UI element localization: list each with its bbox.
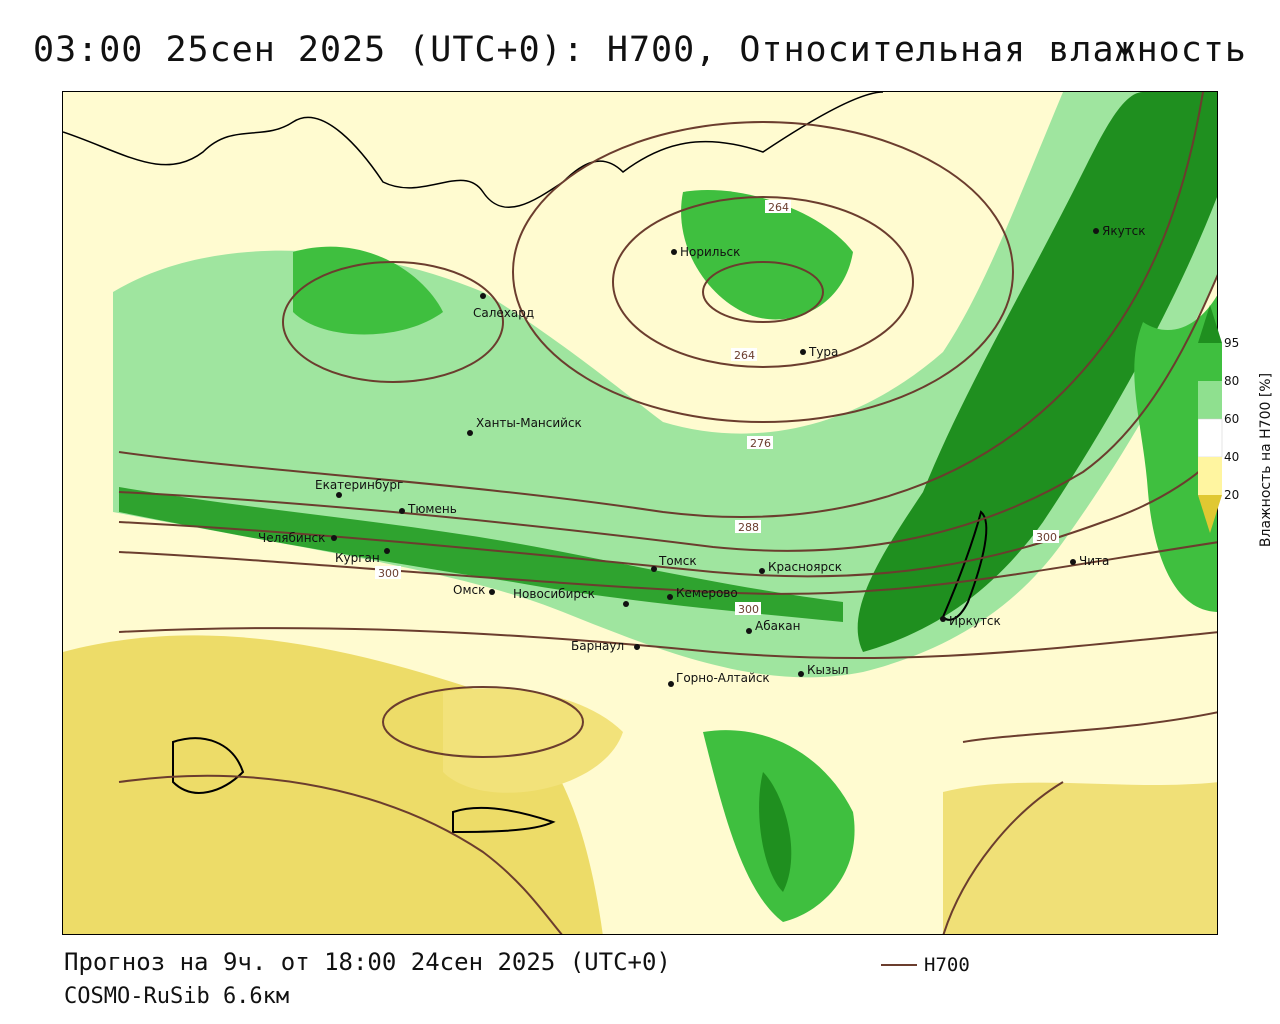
isoline [118,92,1204,518]
isoline-label: 288 [738,521,759,534]
city-marker [634,644,640,650]
isoline-label: 276 [750,437,771,450]
map-title: 03:00 25сен 2025 (UTC+0): H700, Относите… [33,30,1247,70]
isoline [962,711,1217,743]
isoline [118,774,563,934]
city-marker [480,293,486,299]
city-marker [798,671,804,677]
cbar-tick: 20 [1224,488,1239,502]
city-marker [1093,228,1099,234]
city-marker [384,548,390,554]
baikal-coast [941,510,988,621]
isoline [118,452,1217,578]
isoline [282,261,504,383]
city-label: Курган [335,551,380,565]
humidity-colorbar: 95 80 60 40 20 [1197,305,1268,545]
isoline-label: 264 [768,201,789,214]
isoline [118,627,1217,660]
city-marker [1070,559,1076,565]
city-label: Тура [808,345,838,359]
legend-label: H700 [924,954,970,976]
city-label: Кемерово [676,586,738,600]
cbar-tick: 80 [1224,374,1239,388]
caspian-coast [172,737,245,794]
city-label: Красноярск [768,560,842,574]
city-label: Барнаул [571,639,624,653]
cbar-tick: 40 [1224,450,1239,464]
city-marker [623,601,629,607]
moist-region [681,190,853,320]
city-marker [759,568,765,574]
cbar-segment [1198,343,1222,381]
city-marker [800,349,806,355]
cities: Норильск Якутск Салехард Тура Ханты-Манс… [258,224,1146,687]
isoline [702,261,824,323]
city-marker [399,508,405,514]
cbar-tick: 95 [1224,336,1239,350]
city-marker [489,589,495,595]
city-label: Новосибирск [513,587,595,601]
city-label: Омск [453,583,485,597]
dry-region [943,782,1217,934]
city-label: Чита [1079,554,1109,568]
moist-region [1134,295,1217,612]
city-label: Екатеринбург [315,478,403,492]
moist-region [293,246,443,335]
city-marker [746,628,752,634]
humidity-map: 264 264 276 288 300 300 300 Норильск Яку… [62,91,1218,935]
colorbar-title: Влажность на H700 [%] [1258,372,1274,548]
city-marker [671,249,677,255]
cbar-segment [1198,457,1222,495]
city-label: Томск [658,554,697,568]
cbar-segment [1198,305,1222,343]
city-label: Норильск [680,245,740,259]
city-label: Горно-Алтайск [676,671,770,685]
city-label: Абакан [755,619,800,633]
dry-region [443,688,623,793]
isoline-label: 300 [378,567,399,580]
isoline [118,274,1217,552]
city-label: Иркутск [949,614,1001,628]
cbar-segment [1197,418,1223,458]
aral-coast [452,806,556,834]
isoline-label: 300 [738,603,759,616]
very-moist-band [857,92,1217,652]
coastline [63,92,884,209]
isoline [942,781,1064,934]
isoline-label: 264 [734,349,755,362]
isoline-labels: 264 264 276 288 300 300 300 [375,200,1059,616]
very-moist-band [759,772,792,892]
city-marker [668,681,674,687]
city-marker [667,594,673,600]
isoline-label: 300 [1036,531,1057,544]
city-label: Челябинск [258,531,325,545]
cbar-segment [1198,495,1222,533]
city-marker [331,535,337,541]
isoline [512,121,1014,423]
city-label: Салехард [473,306,534,320]
model-name: COSMO-RuSib 6.6км [64,984,290,1009]
city-marker [336,492,342,498]
city-label: Кызыл [807,663,849,677]
forecast-info: Прогноз на 9ч. от 18:00 24сен 2025 (UTC+… [64,948,671,976]
isoline [612,196,914,368]
h700-isolines [118,92,1217,934]
city-label: Якутск [1102,224,1146,238]
city-marker [467,430,473,436]
city-marker [651,566,657,572]
legend-line-swatch [881,964,917,966]
cbar-segment [1198,381,1222,419]
city-label: Ханты-Мансийск [476,416,582,430]
isoline [382,686,584,758]
cbar-tick: 60 [1224,412,1239,426]
city-label: Тюмень [407,502,457,516]
map-canvas: 264 264 276 288 300 300 300 Норильск Яку… [63,92,1217,934]
city-marker [940,616,946,622]
isoline [118,541,1217,595]
